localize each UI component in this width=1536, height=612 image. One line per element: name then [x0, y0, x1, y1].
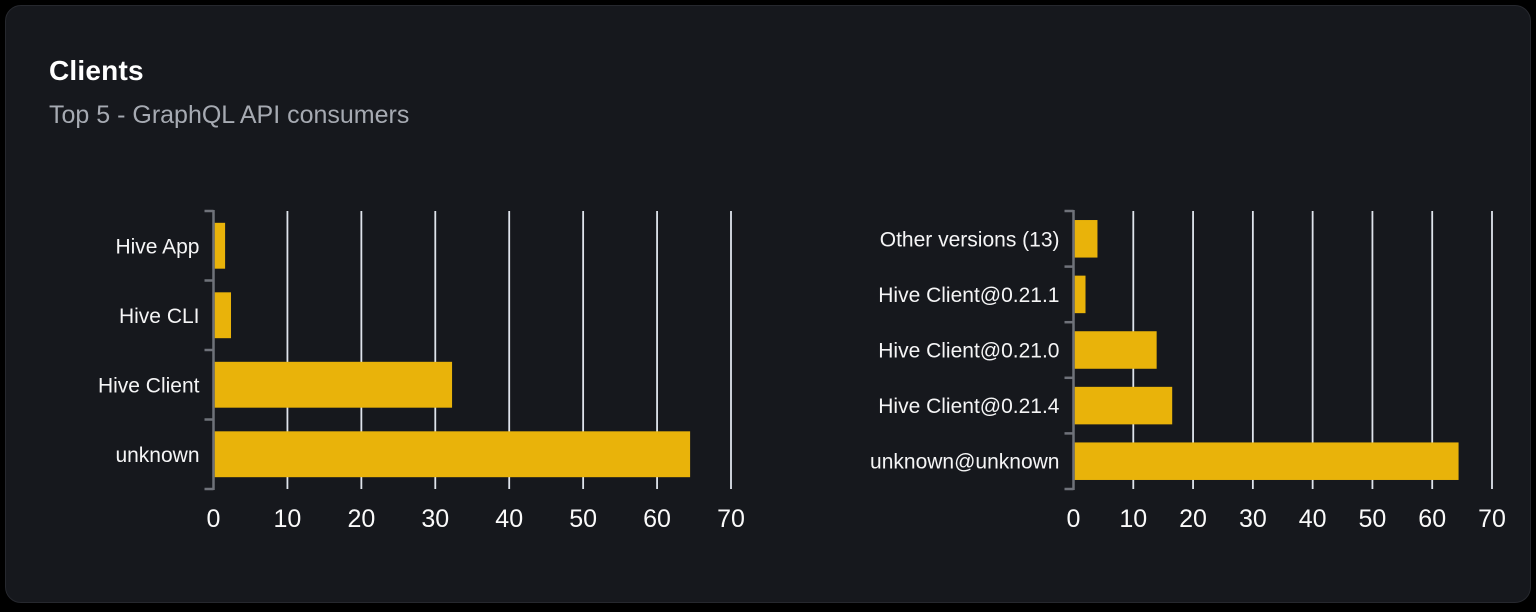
x-tick-label: 20 [1179, 505, 1207, 533]
x-tick-label: 60 [1418, 505, 1446, 533]
bar [214, 361, 453, 408]
category-label: Hive App [115, 235, 199, 258]
category-label: Hive Client@0.21.4 [878, 395, 1060, 418]
x-tick-label: 0 [207, 505, 221, 533]
client-versions-bar-chart: 0 10 20 30 40 50 60 70 Other versions (13) Hive C… [870, 209, 1506, 533]
panel-title: Clients [49, 55, 144, 86]
bar [214, 292, 232, 339]
category-label: Hive Client@0.21.0 [878, 340, 1059, 363]
category-label: Hive Client [98, 374, 200, 397]
x-tick-label: 70 [717, 505, 745, 533]
x-tick-label: 40 [1299, 505, 1327, 533]
category-label: unknown@unknown [870, 451, 1059, 474]
category-label: Other versions (13) [880, 228, 1060, 251]
x-tick-label: 10 [274, 505, 302, 533]
x-tick-label: 40 [495, 505, 523, 533]
x-tick-label: 50 [569, 505, 597, 533]
category-label: Hive Client@0.21.1 [878, 284, 1059, 307]
bar [1074, 275, 1086, 314]
bar [214, 431, 691, 478]
x-tick-label: 0 [1067, 505, 1081, 533]
x-tick-label: 70 [1478, 505, 1506, 533]
bar [1074, 220, 1098, 258]
clients-panel: Clients Top 5 - GraphQL API consumers [5, 5, 1531, 603]
x-tick-label: 30 [421, 505, 449, 533]
x-tick-label: 20 [347, 505, 375, 533]
bar [214, 222, 226, 269]
x-tick-label: 10 [1119, 505, 1147, 533]
bar [1074, 442, 1459, 480]
bar [1074, 386, 1173, 425]
category-label: unknown [115, 444, 199, 467]
category-label: Hive CLI [119, 305, 200, 328]
x-tick-label: 30 [1239, 505, 1267, 533]
x-tick-label: 60 [643, 505, 671, 533]
bar [1074, 331, 1157, 369]
x-tick-label: 50 [1359, 505, 1387, 533]
clients-bar-chart: 0 10 20 30 40 50 60 70 Hive App Hive CLI Hive Clie… [98, 209, 745, 533]
panel-subtitle: Top 5 - GraphQL API consumers [49, 101, 410, 129]
